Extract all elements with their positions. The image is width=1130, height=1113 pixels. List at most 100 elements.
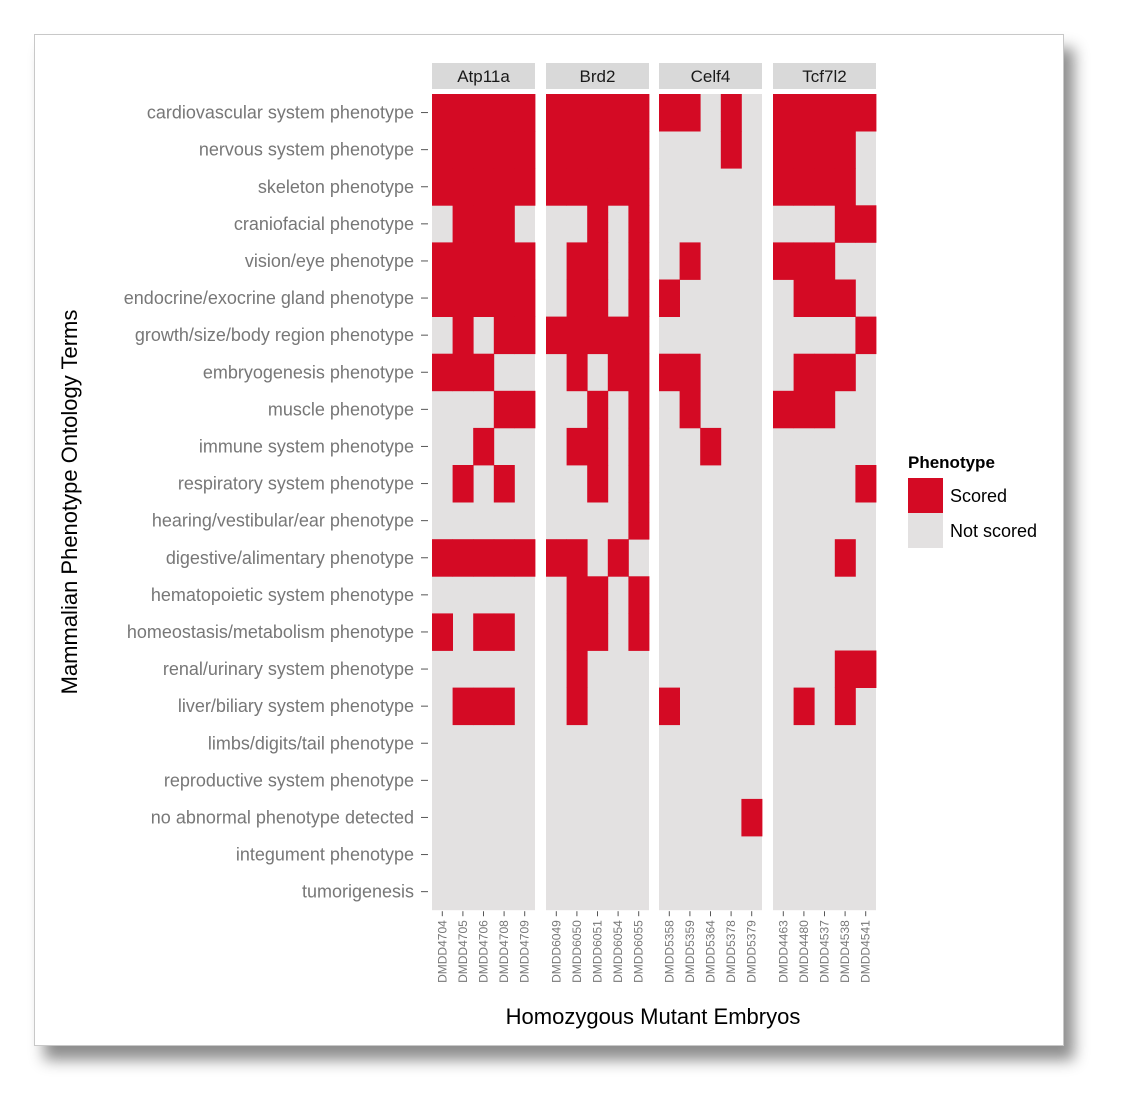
heat-cell: [793, 279, 815, 317]
heat-cell: [814, 353, 836, 392]
heat-cell: [514, 242, 536, 280]
heat-cell: [452, 316, 474, 355]
heat-cell: [473, 539, 495, 577]
panel-brd2: Brd2 DMDD6049 DMDD6050 DMDD6051 DMDD6054 DMDD…: [546, 63, 650, 983]
y-tick-label: renal/urinary system phenotype: [163, 659, 414, 679]
x-tick-label: DMDD4480: [797, 920, 811, 983]
x-tick-label: DMDD6055: [632, 920, 646, 983]
heat-cell: [659, 353, 680, 392]
heat-cell: [493, 205, 515, 243]
heat-cell: [587, 427, 609, 466]
heat-cell: [432, 539, 453, 577]
heat-cell: [493, 390, 515, 429]
heat-cell: [855, 316, 877, 355]
heat-cell: [473, 613, 495, 651]
heat-cell: [587, 465, 609, 503]
heat-cell: [473, 242, 495, 280]
strip-header: [659, 63, 762, 89]
heat-cell: [566, 279, 588, 317]
x-axis-title: Homozygous Mutant Embryos: [506, 1004, 801, 1029]
heat-cell: [773, 131, 794, 169]
heat-cell: [814, 390, 836, 429]
panel-tcf7l2: Tcf7l2 DMDD4463 DMDD4480 DMDD4537 DMDD4538 DM…: [773, 63, 877, 983]
heat-cell: [587, 316, 609, 355]
strip-label: Brd2: [580, 67, 616, 86]
y-tick-label: embryogenesis phenotype: [203, 362, 414, 382]
heat-cell: [432, 613, 453, 651]
heat-cell: [628, 279, 650, 317]
heat-cell: [514, 131, 536, 169]
heat-cell: [773, 242, 794, 280]
x-tick-label: DMDD5358: [662, 920, 676, 983]
heat-cell: [659, 279, 680, 317]
y-tick-label: muscle phenotype: [268, 399, 414, 419]
heat-cell: [628, 131, 650, 169]
x-tick-label: DMDD4704: [435, 920, 449, 983]
heat-cell: [628, 613, 650, 651]
x-tick-label: DMDD4538: [838, 920, 852, 983]
heat-cell: [814, 168, 836, 206]
heat-cell: [793, 168, 815, 206]
heat-cell: [473, 94, 495, 132]
heat-cell: [473, 687, 495, 726]
heat-cell: [514, 168, 536, 206]
heat-cell: [587, 131, 609, 169]
heat-cell: [566, 650, 588, 688]
heat-cell: [566, 539, 588, 577]
heat-cell: [628, 390, 650, 429]
x-tick-label: DMDD6051: [591, 920, 605, 983]
heat-cell: [432, 131, 453, 169]
heat-cell: [773, 168, 794, 206]
phenotype-heatmap-chart: Atp11a DMDD4704 DMDD4705 DMDD4706 DMDD4708 DM…: [57, 63, 1037, 1029]
figure-frame: Atp11a DMDD4704 DMDD4705 DMDD4706 DMDD4708 DM…: [34, 34, 1064, 1046]
y-tick-label: vision/eye phenotype: [245, 251, 414, 271]
y-tick-label: hearing/vestibular/ear phenotype: [152, 511, 414, 531]
x-tick-label: DMDD4463: [776, 920, 790, 983]
y-tick-label: immune system phenotype: [199, 436, 414, 456]
heat-cell: [814, 94, 836, 132]
heat-cell: [834, 131, 856, 169]
y-tick-label: endocrine/exocrine gland phenotype: [124, 288, 414, 308]
y-tick-label: skeleton phenotype: [258, 177, 414, 197]
heat-cell: [546, 168, 567, 206]
legend-label: Not scored: [950, 521, 1037, 541]
legend-swatch: [908, 478, 943, 513]
heat-cell: [834, 279, 856, 317]
heat-cell: [720, 131, 742, 169]
heat-cell: [452, 465, 474, 503]
heat-cell: [855, 205, 877, 243]
heat-cell: [566, 316, 588, 355]
heat-cell: [473, 427, 495, 466]
heat-cell: [566, 613, 588, 651]
heat-cell: [607, 539, 629, 577]
heat-cell: [628, 465, 650, 503]
heat-cell: [793, 94, 815, 132]
heat-cell: [679, 390, 701, 429]
x-tick-label: DMDD5364: [704, 920, 718, 983]
heat-cell: [659, 687, 680, 726]
y-tick-label: growth/size/body region phenotype: [135, 325, 414, 345]
heat-cell: [432, 168, 453, 206]
heat-cell: [493, 279, 515, 317]
y-tick-label: nervous system phenotype: [199, 140, 414, 160]
heat-cell: [741, 798, 763, 837]
x-tick-label: DMDD6054: [611, 920, 625, 983]
strip-label: Tcf7l2: [802, 67, 846, 86]
strip-header: [546, 63, 649, 89]
heat-cell: [452, 131, 474, 169]
heat-cell: [473, 168, 495, 206]
heat-cell: [566, 131, 588, 169]
heat-cell: [493, 539, 515, 577]
heat-cell: [566, 427, 588, 466]
heat-cell: [493, 613, 515, 651]
heat-cell: [793, 687, 815, 726]
heat-cell: [607, 353, 629, 392]
x-tick-label: DMDD6049: [549, 920, 563, 983]
heat-cell: [432, 353, 453, 392]
y-tick-label: homeostasis/metabolism phenotype: [127, 622, 414, 642]
heat-cell: [473, 279, 495, 317]
x-tick-label: DMDD4708: [497, 920, 511, 983]
heat-cell: [432, 94, 453, 132]
heat-cell: [452, 353, 474, 392]
heat-cell: [607, 168, 629, 206]
